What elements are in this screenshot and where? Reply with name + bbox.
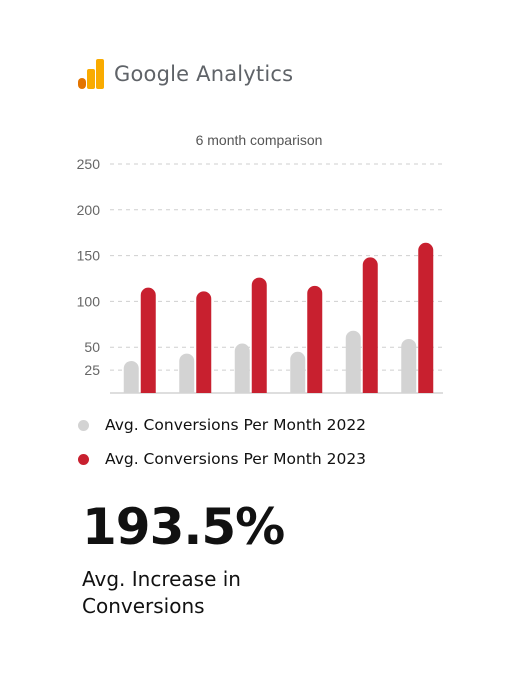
bar-2023 — [418, 242, 434, 393]
brand-header: Google Analytics — [78, 58, 293, 90]
bar-2023 — [140, 287, 156, 393]
legend-label-2022: Avg. Conversions Per Month 2022 — [105, 416, 367, 434]
y-tick-label: 200 — [77, 202, 101, 218]
bar-2023 — [251, 277, 267, 393]
bar-2023 — [196, 291, 212, 393]
bar-2022 — [123, 360, 139, 393]
brand-name: Google Analytics — [114, 62, 294, 86]
increase-percentage: 193.5% — [82, 498, 285, 556]
bar-2023 — [362, 257, 378, 393]
y-tick-label: 100 — [77, 293, 101, 309]
bar-2022 — [179, 353, 195, 393]
google-analytics-logo-icon — [78, 59, 104, 89]
legend-swatch-2023 — [78, 453, 89, 465]
legend-item-2022: Avg. Conversions Per Month 2022 — [78, 408, 366, 442]
y-tick-label: 25 — [84, 362, 100, 378]
legend-label-2023: Avg. Conversions Per Month 2023 — [105, 450, 367, 468]
bar-2022 — [345, 330, 361, 393]
y-tick-label: 250 — [77, 156, 101, 172]
chart-legend: Avg. Conversions Per Month 2022 Avg. Con… — [78, 408, 366, 476]
legend-item-2023: Avg. Conversions Per Month 2023 — [78, 442, 366, 476]
bar-2023 — [307, 285, 323, 393]
bar-2022 — [234, 343, 250, 393]
bar-2022 — [401, 338, 417, 393]
legend-swatch-2022 — [78, 419, 89, 431]
y-tick-label: 150 — [77, 248, 101, 264]
increase-caption: Avg. Increase in Conversions — [82, 567, 241, 618]
chart-title: 6 month comparison — [195, 132, 323, 148]
bar-2022 — [290, 351, 306, 393]
y-tick-label: 50 — [84, 339, 100, 355]
